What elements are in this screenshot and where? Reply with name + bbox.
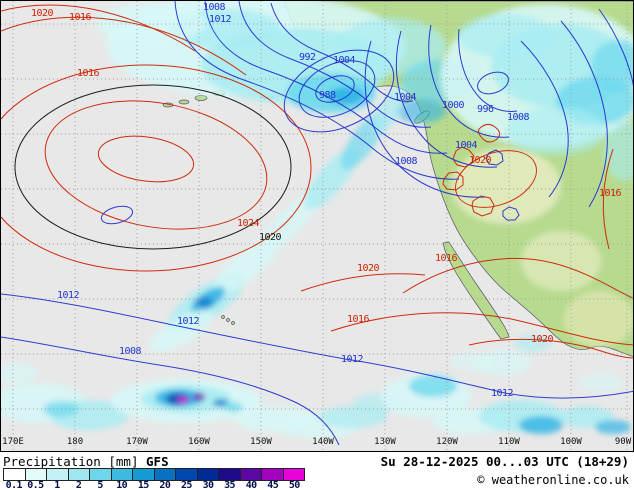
pressure-label: 1000 xyxy=(442,100,465,111)
legend-color-cell xyxy=(68,469,90,480)
lon-label: 160W xyxy=(188,437,210,447)
pressure-label: 1008 xyxy=(395,156,418,167)
legend-color-cell xyxy=(197,469,219,480)
pressure-label: 1012 xyxy=(341,354,364,365)
model-name: GFS xyxy=(146,454,169,469)
lon-label: 120W xyxy=(436,437,458,447)
scale-value: 0.5 xyxy=(27,480,44,490)
pressure-label: 1016 xyxy=(69,12,92,23)
legend-color-cell xyxy=(240,469,262,480)
scale-value: 2 xyxy=(75,480,82,490)
scale-value: 0.1 xyxy=(5,480,23,490)
legend-color-cell xyxy=(262,469,284,480)
pressure-label: 1016 xyxy=(435,253,458,264)
isobars-low-canada xyxy=(364,8,633,221)
pressure-label: 1008 xyxy=(203,2,226,13)
lon-label: 150W xyxy=(250,437,272,447)
copyright-notice: © weatheronline.co.uk xyxy=(477,473,629,487)
legend-bar: Precipitation [mm] GFS Su 28-12-2025 00.… xyxy=(0,452,634,490)
pressure-label: 1016 xyxy=(77,68,100,79)
pressure-label: 1020 xyxy=(531,334,554,345)
pressure-label: 1020 xyxy=(469,155,492,166)
pressure-label: 1012 xyxy=(491,388,514,399)
lon-label: 170E xyxy=(2,437,24,447)
lon-label: 130W xyxy=(374,437,396,447)
isobar-1020-black xyxy=(14,84,292,250)
product-name: Precipitation xyxy=(3,454,101,469)
pressure-label: 1016 xyxy=(599,188,622,199)
scale-value: 15 xyxy=(137,480,149,490)
pressure-label: 1012 xyxy=(209,14,232,25)
lon-label: 100W xyxy=(560,437,582,447)
pressure-label: 1012 xyxy=(177,316,200,327)
pressure-label: 1016 xyxy=(347,314,370,325)
pressure-label: 992 xyxy=(299,52,316,63)
precipitation-color-scale xyxy=(3,468,305,481)
scale-value: 40 xyxy=(245,480,257,490)
pressure-label: 1008 xyxy=(119,346,142,357)
lon-label: 140W xyxy=(312,437,334,447)
lon-label: 170W xyxy=(126,437,148,447)
legend-color-cell xyxy=(154,469,176,480)
isobars-high-land xyxy=(300,123,633,359)
pressure-label: 988 xyxy=(319,90,336,101)
pressure-label: 1012 xyxy=(57,290,80,301)
isobars-high-pacific xyxy=(1,4,312,272)
legend-color-cell xyxy=(111,469,133,480)
scale-value: 25 xyxy=(180,480,192,490)
scale-value: 1 xyxy=(54,480,60,490)
legend-color-cell xyxy=(90,469,112,480)
product-title: Precipitation [mm] GFS xyxy=(3,454,169,469)
scale-value: 35 xyxy=(224,480,235,490)
pressure-label: 1024 xyxy=(237,218,260,229)
product-unit: [mm] xyxy=(108,454,139,469)
scale-value: 50 xyxy=(288,480,300,490)
lon-label: 180 xyxy=(66,437,84,447)
hawaii-islands xyxy=(221,315,225,319)
pressure-label: 1020 xyxy=(31,8,54,19)
legend-color-cell xyxy=(133,469,155,480)
pressure-label: 1020 xyxy=(259,232,282,243)
legend-color-cell xyxy=(4,469,26,480)
lon-label: 90W xyxy=(614,437,632,447)
pressure-label: 1004 xyxy=(455,140,478,151)
scale-value: 45 xyxy=(267,480,279,490)
pressure-label: 996 xyxy=(477,104,494,115)
scale-value-labels: 0.1 0.5 1 2 5 10 15 20 25 30 35 40 45 50 xyxy=(3,480,305,490)
isobars-south xyxy=(1,293,633,446)
scale-value: 20 xyxy=(159,480,171,490)
valid-datetime: Su 28-12-2025 00...03 UTC (18+29) xyxy=(380,454,629,469)
pressure-label: 1020 xyxy=(357,263,380,274)
legend-color-cell xyxy=(25,469,47,480)
legend-color-cell xyxy=(219,469,241,480)
scale-value: 10 xyxy=(116,480,128,490)
terrain-tint xyxy=(451,148,633,347)
scale-value: 30 xyxy=(202,480,214,490)
precipitation-layer xyxy=(1,1,633,439)
pressure-label: 1004 xyxy=(333,55,356,66)
pressure-label: 1008 xyxy=(507,112,530,123)
pressure-label: 1004 xyxy=(394,92,417,103)
legend-color-cell xyxy=(47,469,69,480)
legend-color-cell xyxy=(283,469,304,480)
scale-value: 5 xyxy=(97,480,103,490)
graticule-grid xyxy=(1,1,633,451)
legend-color-cell xyxy=(176,469,198,480)
lon-label: 110W xyxy=(498,437,520,447)
weather-map-canvas xyxy=(1,1,633,451)
map-area: 1008 1012 1020 1016 1016 992 1004 988 10… xyxy=(0,0,634,452)
isobars-low-aleutian xyxy=(100,1,460,225)
